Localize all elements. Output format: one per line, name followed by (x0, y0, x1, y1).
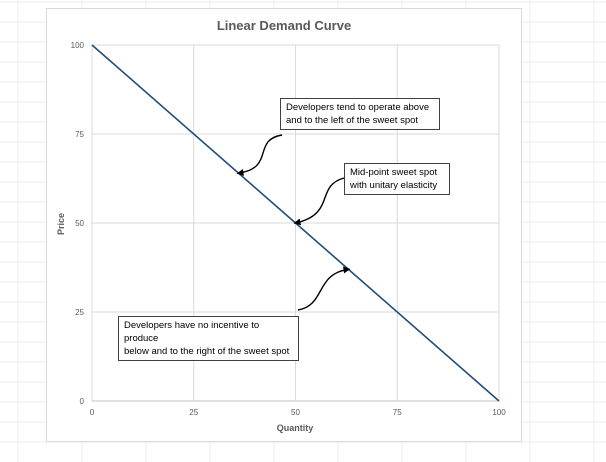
y-axis-title: Price (56, 213, 66, 235)
annotation-below-right-line2: below and to the right of the sweet spot (124, 346, 290, 357)
x-axis-title: Quantity (277, 423, 314, 433)
y-tick-label: 100 (71, 41, 85, 50)
y-tick-label: 50 (75, 219, 84, 228)
annotation-above-left-line2: and to the left of the sweet spot (286, 115, 419, 126)
chart-title: Linear Demand Curve (217, 18, 351, 33)
annotation-above-left-line1: Developers tend to operate above (286, 102, 430, 113)
tick-labels: 0 25 50 75 100 0 25 50 75 100 (71, 41, 507, 417)
x-tick-label: 0 (90, 408, 95, 417)
chart-area[interactable] (46, 8, 522, 442)
y-tick-label: 75 (75, 130, 84, 139)
annotation-midpoint-line2: with unitary elasticity (350, 180, 438, 191)
annotation-midpoint: Mid-point sweet spot with unitary elasti… (344, 163, 450, 195)
annotation-arrows (236, 134, 351, 311)
annotation-above-left: Developers tend to operate above and to … (280, 98, 440, 130)
x-tick-label: 100 (492, 408, 506, 417)
arrow-above-left (236, 134, 283, 176)
y-tick-label: 0 (80, 397, 85, 406)
annotation-midpoint-line1: Mid-point sweet spot (350, 167, 438, 178)
annotation-below-right: Developers have no incentive to produce … (118, 316, 299, 361)
y-tick-label: 25 (75, 308, 84, 317)
annotation-below-right-line1: Developers have no incentive to produce (124, 320, 260, 344)
x-tick-label: 75 (393, 408, 402, 417)
x-tick-label: 25 (189, 408, 198, 417)
x-tick-label: 50 (291, 408, 300, 417)
arrow-midpoint (293, 177, 345, 226)
arrow-below-right (297, 266, 351, 311)
